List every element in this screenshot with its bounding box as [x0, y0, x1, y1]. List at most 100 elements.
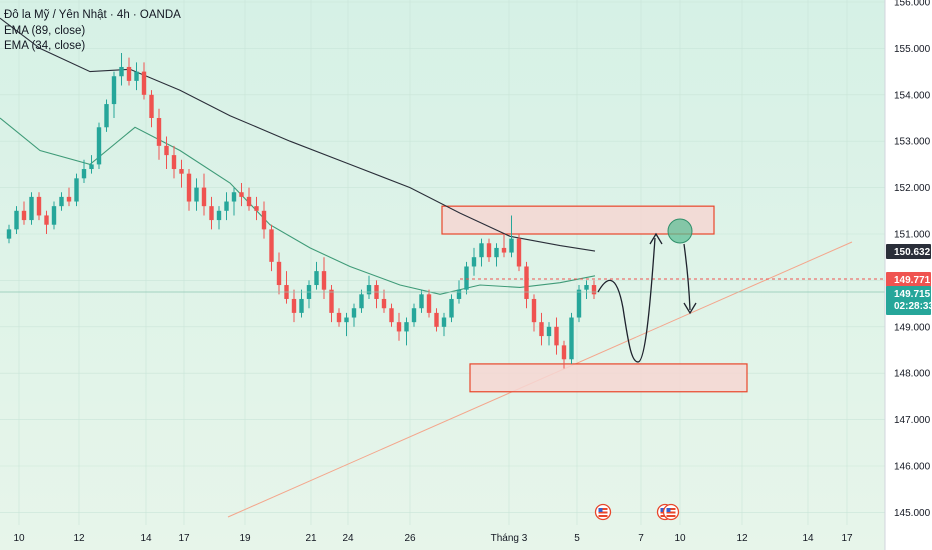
candle-body: [321, 271, 327, 290]
candle-body: [419, 294, 424, 309]
bullish-candle: [584, 280, 589, 299]
support-zone: [469, 363, 748, 393]
bearish-candle: [329, 285, 334, 323]
bullish-candle: [29, 192, 34, 225]
candlesticks: [6, 53, 597, 369]
bullish-candle: [344, 312, 349, 337]
bullish-candle: [194, 178, 199, 211]
bearish-candle: [254, 196, 259, 221]
ema-lines: [0, 17, 596, 295]
candle-body: [6, 229, 12, 239]
candle-body: [209, 206, 214, 221]
bearish-candle: [246, 187, 252, 211]
candle-body: [126, 66, 132, 81]
bearish-candle: [389, 303, 394, 327]
price-tick-label: 156.000: [894, 0, 931, 9]
price-tick-label: 145.000: [894, 508, 931, 519]
price-tick-label: 146.000: [894, 462, 931, 473]
time-tick-label: 26: [404, 533, 416, 544]
bearish-candle: [486, 238, 492, 262]
time-axis[interactable]: 10 12 14 17 19 21 24 26 Tháng 3 5 7 10 12 14 17: [13, 533, 853, 544]
candle-body: [434, 312, 439, 327]
price-tick-label: 148.000: [894, 369, 931, 380]
dotted-level-badge-bg: [886, 272, 931, 287]
candle-body: [254, 206, 259, 211]
candle-body: [134, 71, 139, 81]
candle-body: [186, 173, 192, 202]
candle-body: [194, 187, 199, 202]
candle-body: [246, 196, 252, 207]
candle-body: [546, 326, 552, 337]
ema-89-label[interactable]: EMA (89, close): [4, 24, 86, 37]
price-tick-label: 154.000: [894, 90, 931, 101]
candle-body: [531, 298, 537, 323]
candle-body: [239, 192, 244, 197]
bullish-candle: [576, 285, 582, 323]
candle-body: [426, 294, 432, 313]
bearish-candle: [36, 192, 42, 221]
time-tick-label: 14: [140, 533, 152, 544]
projection-drawings[interactable]: [0, 218, 885, 363]
candle-body: [111, 76, 117, 105]
candle-body: [66, 196, 72, 202]
candle-body: [344, 317, 349, 323]
bearish-candle: [554, 317, 559, 355]
bearish-candle: [239, 182, 244, 207]
candle-body: [156, 118, 162, 146]
price-tick-label: 155.000: [894, 44, 931, 55]
candle-body: [14, 210, 19, 230]
bullish-candle: [134, 62, 139, 91]
candle-body: [411, 308, 417, 323]
candle-body: [149, 94, 154, 118]
bullish-candle: [6, 224, 12, 244]
bearish-candle: [164, 136, 169, 170]
flag-stripe: [666, 515, 676, 517]
flag-canton: [598, 508, 603, 512]
candle-body: [291, 298, 297, 313]
candle-body: [479, 243, 484, 258]
us-flag-event-icon: [594, 503, 612, 521]
candle-body: [351, 308, 357, 318]
bullish-candle: [404, 317, 409, 346]
grid-lines: [0, 0, 885, 525]
bullish-candle: [111, 71, 117, 118]
flag-stripe: [598, 511, 608, 514]
candle-body: [336, 312, 342, 323]
time-tick-label: 5: [574, 533, 580, 544]
candle-body: [119, 66, 124, 77]
candle-body: [516, 238, 522, 267]
candle-body: [104, 104, 109, 128]
candle-body: [164, 145, 169, 156]
candle-body: [96, 127, 102, 165]
bearish-candle: [516, 234, 522, 272]
candle-body: [524, 266, 529, 299]
candle-body: [509, 238, 514, 253]
symbol-title[interactable]: Đô la Mỹ / Yên Nhật · 4h · OANDA: [4, 9, 181, 21]
ema-89-line: [0, 17, 596, 252]
bullish-candle: [441, 312, 447, 337]
candle-body: [471, 257, 477, 267]
bearish-candle: [209, 196, 214, 230]
bearish-candle: [501, 234, 507, 258]
economic-event-markers[interactable]: [594, 503, 680, 521]
candle-body: [231, 192, 237, 202]
candle-body: [276, 261, 282, 286]
candle-body: [404, 322, 409, 332]
bearish-candle: [284, 271, 289, 304]
bullish-candle: [89, 155, 94, 174]
bearish-candle: [126, 57, 132, 86]
price-zones[interactable]: [441, 205, 748, 393]
candle-body: [201, 187, 207, 207]
bearish-candle: [261, 201, 267, 239]
candle-body: [359, 294, 364, 309]
candle-body: [554, 326, 559, 346]
flag-stripe: [598, 508, 608, 510]
bullish-candle: [231, 187, 237, 216]
ema-34-label[interactable]: EMA (34, close): [4, 40, 86, 52]
candle-body: [36, 196, 42, 216]
candle-body: [539, 322, 544, 337]
bullish-candle: [216, 206, 222, 230]
bullish-candle: [104, 99, 109, 132]
